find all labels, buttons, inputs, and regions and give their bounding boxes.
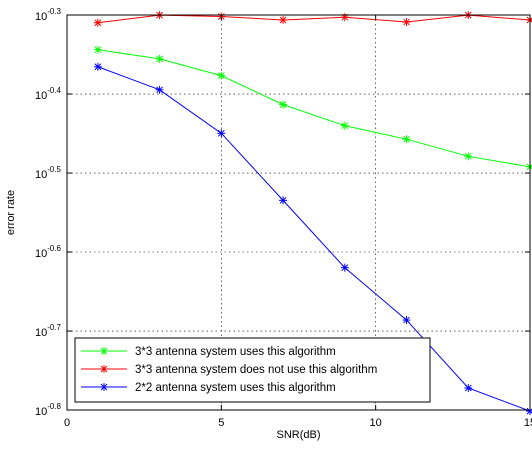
y-tick-label: 10-0.3 xyxy=(35,7,62,23)
data-point xyxy=(93,62,102,71)
data-point xyxy=(464,383,473,392)
legend-marker xyxy=(100,365,108,373)
data-point xyxy=(340,13,349,22)
marker-stroke xyxy=(464,384,472,392)
legend-marker xyxy=(100,347,108,355)
legend-label: 2*2 antenna system uses this algorithm xyxy=(135,382,336,394)
data-point xyxy=(279,15,288,24)
y-tick-label: 10-0.4 xyxy=(35,86,62,102)
marker-stroke xyxy=(403,135,410,143)
marker-stroke xyxy=(526,408,532,415)
marker-stroke xyxy=(403,18,410,26)
marker-stroke xyxy=(100,383,108,391)
x-tick-label: 10 xyxy=(370,417,382,429)
data-point xyxy=(155,85,164,94)
x-tick-label: 15 xyxy=(524,417,532,429)
marker-stroke xyxy=(94,63,102,71)
legend-label: 3*3 antenna system uses this algorithm xyxy=(135,346,336,358)
legend-label: 3*3 antenna system does not use this alg… xyxy=(135,364,377,376)
data-point xyxy=(93,18,102,27)
legend-item: 2*2 antenna system uses this algorithm xyxy=(81,382,336,394)
marker-stroke xyxy=(464,152,472,160)
x-axis-label: SNR(dB) xyxy=(276,429,320,441)
legend-box xyxy=(74,337,431,403)
marker-stroke xyxy=(156,55,163,63)
marker-stroke xyxy=(279,16,287,24)
data-point xyxy=(464,152,473,161)
ticks: 0 5 10 15 10-0.3 10-0.4 10-0.5 10-0.6 10-0.7 10-0… xyxy=(35,7,532,429)
marker-stroke xyxy=(341,122,349,130)
data-point xyxy=(155,54,164,63)
marker-stroke xyxy=(279,101,287,108)
x-tick-label: 0 xyxy=(64,417,70,429)
y-tick-label: 10-0.5 xyxy=(35,165,62,181)
data-point xyxy=(217,129,226,138)
data-point xyxy=(402,18,411,27)
marker-stroke xyxy=(217,72,225,79)
legend-marker xyxy=(100,383,108,391)
data-point xyxy=(340,263,349,272)
plot-frame xyxy=(66,14,531,411)
legend-item: 3*3 antenna system uses this algorithm xyxy=(81,346,336,358)
y-tick-label: 10-0.7 xyxy=(35,323,62,339)
data-point xyxy=(402,316,411,325)
x-tick-label: 5 xyxy=(218,417,224,429)
marker-stroke xyxy=(94,19,102,27)
marker-stroke xyxy=(341,264,349,272)
legend: 3*3 antenna system uses this algorithm 3*… xyxy=(74,337,431,403)
marker-stroke xyxy=(94,46,102,54)
data-point xyxy=(93,45,102,54)
marker-stroke xyxy=(403,316,410,324)
legend-item: 3*3 antenna system does not use this alg… xyxy=(81,364,377,376)
y-tick-label: 10-0.6 xyxy=(35,244,62,260)
marker-stroke xyxy=(279,197,287,204)
y-axis-label: error rate xyxy=(5,190,17,235)
series-1 xyxy=(93,45,532,171)
marker-stroke xyxy=(217,129,225,137)
data-point xyxy=(217,71,226,80)
data-point xyxy=(402,135,411,144)
y-tick-label: 10-0.8 xyxy=(35,402,62,418)
series-3 xyxy=(93,62,532,416)
data-point xyxy=(279,100,288,109)
marker-stroke xyxy=(100,365,108,373)
series-line xyxy=(97,49,531,168)
series-line xyxy=(97,66,531,412)
series-layer xyxy=(93,11,532,416)
data-point xyxy=(279,196,288,205)
marker-stroke xyxy=(156,86,163,94)
data-point xyxy=(340,121,349,130)
marker-stroke xyxy=(100,347,108,355)
